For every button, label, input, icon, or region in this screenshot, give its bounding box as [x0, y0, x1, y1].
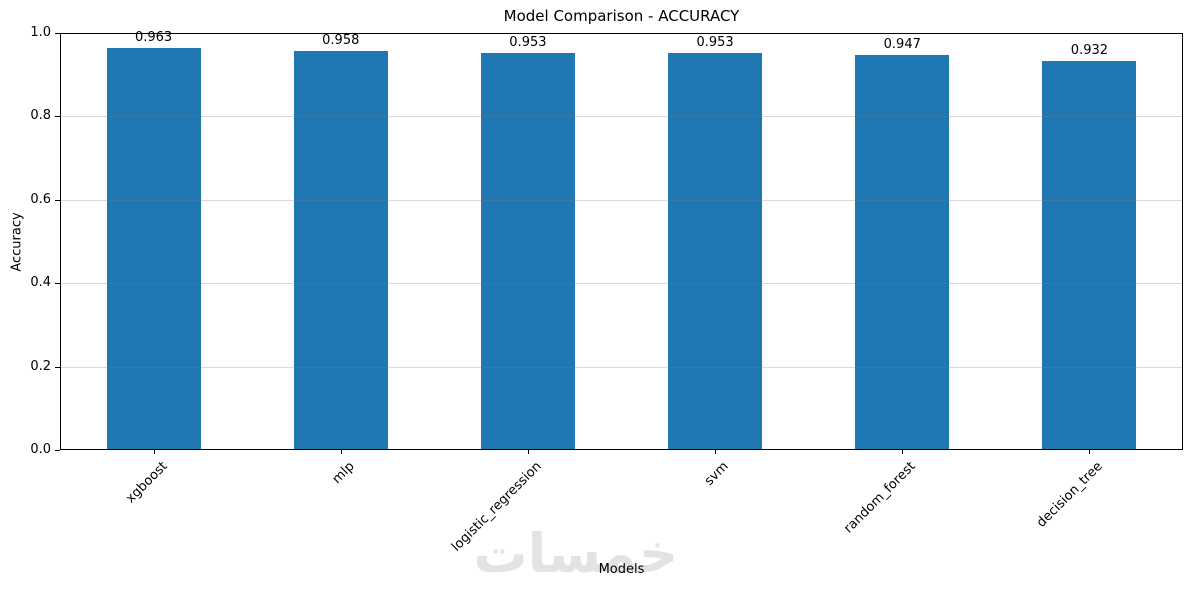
gridline — [60, 33, 1183, 34]
x-tick-mark — [1089, 450, 1091, 454]
y-tick-mark — [55, 283, 60, 285]
chart-title: Model Comparison - ACCURACY — [503, 7, 740, 25]
y-tick-label: 0.0 — [30, 442, 51, 457]
bar-value-label: 0.953 — [509, 34, 547, 50]
y-tick-mark — [55, 366, 60, 368]
plot-border — [60, 33, 1183, 450]
x-tick-mark — [153, 450, 155, 454]
y-tick-mark — [55, 450, 60, 451]
y-tick-mark — [55, 116, 60, 118]
bar-decision_tree — [1042, 61, 1137, 450]
bar-value-label: 0.953 — [696, 34, 734, 50]
gridline — [60, 366, 1183, 368]
bar-mlp — [293, 50, 388, 450]
y-tick-label: 1.0 — [30, 25, 51, 40]
gridline — [60, 116, 1183, 118]
x-tick-mark — [715, 450, 717, 454]
bar-svm — [668, 52, 763, 450]
y-tick-label: 0.6 — [30, 191, 51, 207]
x-tick-mark — [902, 450, 904, 454]
y-tick-label: 0.4 — [30, 275, 51, 291]
y-tick-mark — [55, 33, 60, 34]
y-axis-label: Accuracy — [9, 212, 25, 272]
bar-value-label: 0.963 — [134, 30, 173, 46]
khamsat-watermark: خمسات — [473, 522, 678, 585]
y-tick-label: 0.2 — [30, 358, 51, 374]
x-axis-label: Models — [598, 562, 645, 577]
bar-value-label: 0.932 — [1070, 43, 1109, 59]
gridline — [60, 283, 1183, 285]
bar-value-label: 0.947 — [883, 37, 921, 53]
y-tick-mark — [55, 199, 60, 201]
gridline — [60, 199, 1183, 201]
bar-random_forest — [855, 55, 950, 450]
bar-logistic_regression — [480, 52, 575, 450]
y-tick-label: 0.8 — [30, 108, 51, 124]
bar-value-label: 0.958 — [322, 32, 360, 48]
bar-xgboost — [106, 48, 201, 450]
x-tick-mark — [527, 450, 529, 454]
x-tick-mark — [340, 450, 342, 454]
